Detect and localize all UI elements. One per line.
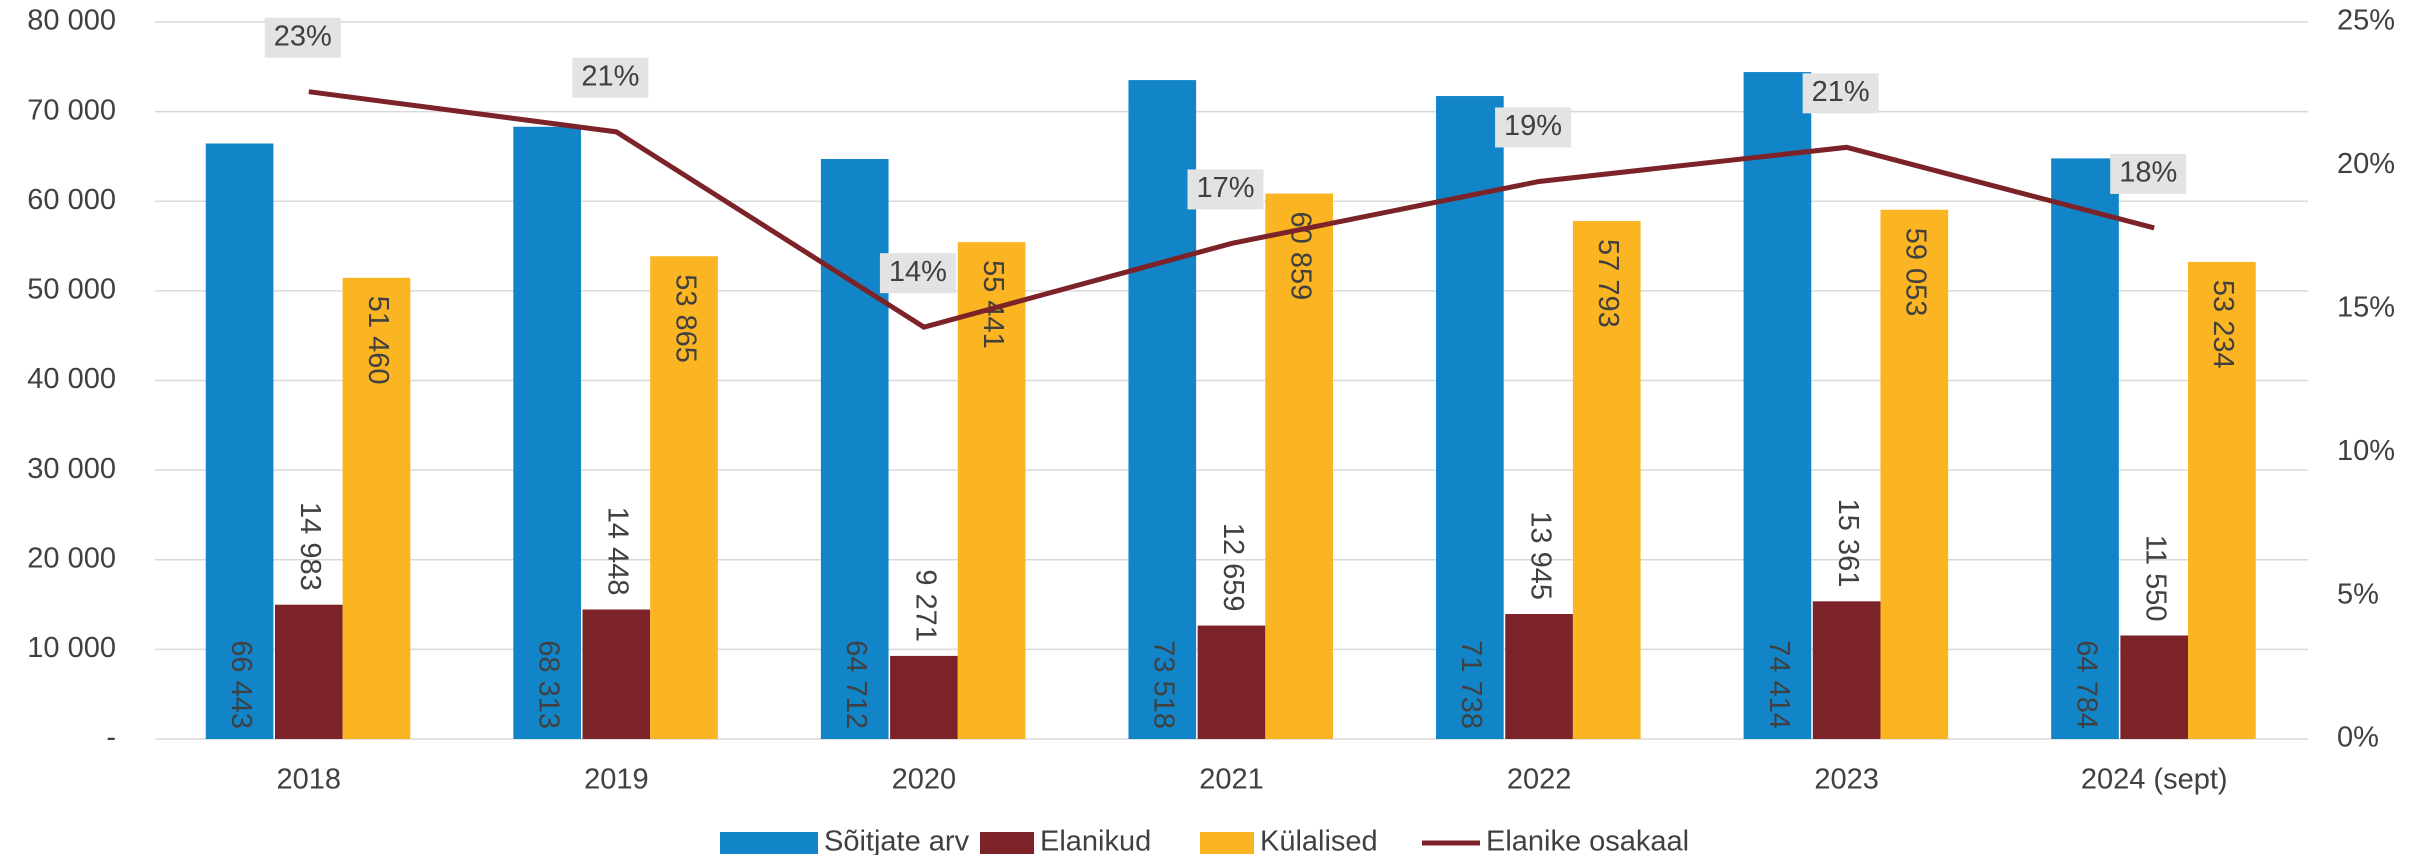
x-tick-label: 2021 <box>1199 764 1264 796</box>
data-label: 19% <box>1504 110 1562 142</box>
y2-tick-label: 0% <box>2337 722 2379 754</box>
y2-tick-label: 20% <box>2337 148 2395 180</box>
bar <box>513 126 581 739</box>
label-box <box>1802 73 1879 114</box>
data-label: 59 053 <box>1900 228 1932 317</box>
legend-label: Elanikud <box>1040 826 1151 855</box>
bar <box>890 655 958 739</box>
x-tick-label: 2020 <box>892 764 957 796</box>
data-label: 53 865 <box>669 274 701 363</box>
y-tick-label: 40 000 <box>27 363 116 395</box>
data-label: 15 361 <box>1832 499 1864 588</box>
bar <box>1436 96 1504 740</box>
bar <box>1743 72 1812 740</box>
data-label: 66 443 <box>225 640 257 729</box>
data-label: 12 659 <box>1217 523 1249 612</box>
y-tick-label: 80 000 <box>27 5 116 37</box>
label-box <box>1187 169 1264 210</box>
data-label: 64 784 <box>2070 640 2102 729</box>
data-label: 71 738 <box>1455 640 1487 729</box>
x-tick-label: 2024 (sept) <box>2081 764 2228 796</box>
bar <box>2188 261 2256 739</box>
bar <box>2120 635 2189 739</box>
label-box <box>2110 153 2187 194</box>
x-tick-label: 2019 <box>584 764 649 796</box>
data-label: 21% <box>581 61 639 93</box>
y-tick-label: 30 000 <box>27 453 116 485</box>
legend-label: Sõitjate arv <box>824 826 970 855</box>
x-tick-label: 2018 <box>277 764 342 796</box>
bar <box>582 609 651 739</box>
data-label: 18% <box>2119 157 2177 189</box>
bar <box>1265 193 1333 739</box>
data-label: 53 234 <box>2207 280 2239 369</box>
legend-label: Külalised <box>1260 826 1378 855</box>
label-box <box>264 17 341 58</box>
data-label: 9 271 <box>909 569 941 642</box>
y-tick-label: 50 000 <box>27 274 116 306</box>
bar <box>1812 601 1881 739</box>
bar <box>342 277 411 739</box>
data-label: 14% <box>889 256 947 288</box>
x-tick-label: 2022 <box>1507 764 1572 796</box>
bar <box>957 242 1026 739</box>
data-label: 68 313 <box>532 640 564 729</box>
bar <box>205 143 274 739</box>
legend-swatch <box>720 832 818 854</box>
data-label: 57 793 <box>1592 239 1624 328</box>
line <box>308 89 2155 330</box>
legend-label: Elanike osakaal <box>1486 826 1689 855</box>
data-label: 14 983 <box>294 502 326 591</box>
y-tick-label: 10 000 <box>27 632 116 664</box>
y-tick-label: 20 000 <box>27 542 116 574</box>
y2-tick-label: 10% <box>2337 435 2395 467</box>
data-label: 51 460 <box>362 296 394 385</box>
legend-swatch <box>980 832 1034 854</box>
data-label: 64 712 <box>840 640 872 729</box>
y-tick-label: 60 000 <box>27 184 116 216</box>
legend-swatch <box>1200 832 1254 854</box>
y2-tick-label: 15% <box>2337 291 2395 323</box>
data-label: 74 414 <box>1763 640 1795 729</box>
bar <box>1128 80 1197 740</box>
data-label: 14 448 <box>602 507 634 596</box>
label-box <box>572 57 649 98</box>
bar <box>274 604 343 739</box>
y2-tick-label: 5% <box>2337 578 2379 610</box>
bar <box>1572 221 1641 739</box>
bar <box>1197 625 1266 739</box>
data-label: 23% <box>274 20 332 52</box>
data-label: 73 518 <box>1148 640 1180 729</box>
x-tick-label: 2023 <box>1814 764 1879 796</box>
data-label: 13 945 <box>1524 511 1556 600</box>
y2-tick-label: 25% <box>2337 5 2395 37</box>
label-box <box>879 253 956 294</box>
bar <box>1880 209 1949 739</box>
bar <box>2051 158 2119 739</box>
y-tick-label: - <box>106 722 116 754</box>
bar <box>650 256 718 739</box>
label-box <box>1495 107 1572 148</box>
data-label: 21% <box>1812 76 1870 108</box>
bar <box>820 159 889 740</box>
data-label: 17% <box>1196 172 1254 204</box>
data-label: 11 550 <box>2140 535 2172 622</box>
y-tick-label: 70 000 <box>27 94 116 126</box>
bar <box>1505 614 1573 739</box>
